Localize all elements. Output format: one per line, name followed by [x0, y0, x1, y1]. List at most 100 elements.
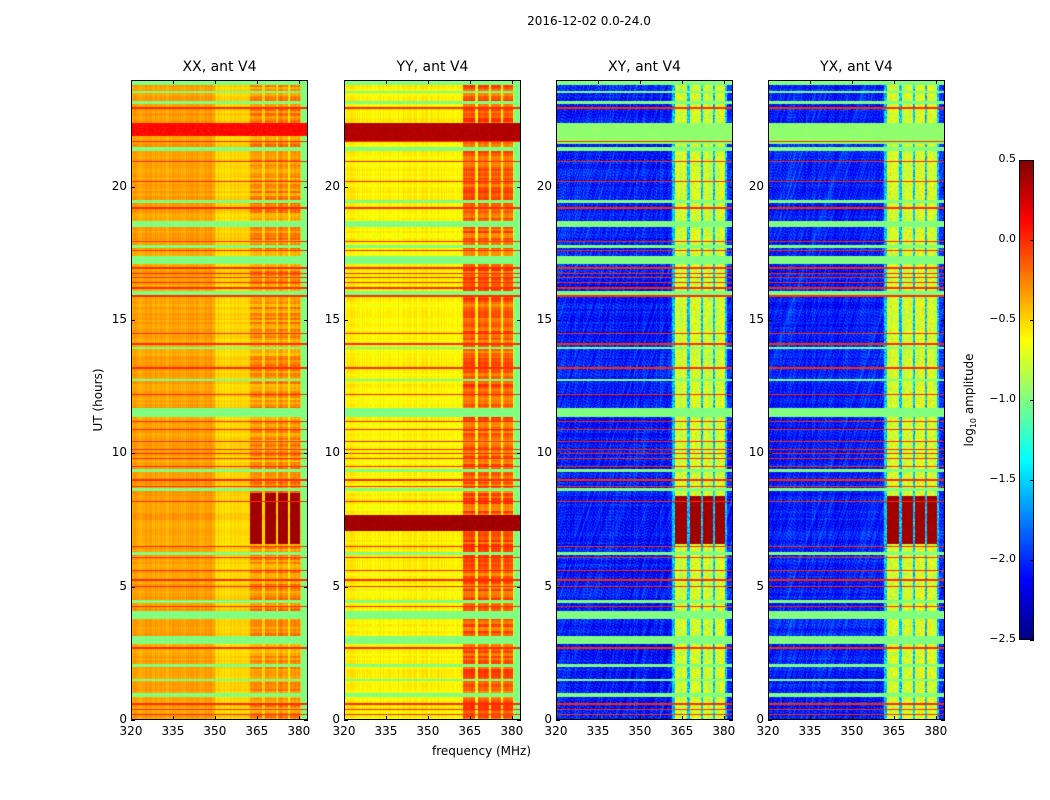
- y-tick-label: 15: [324, 312, 340, 326]
- colorbar-tick-mark: [1030, 400, 1034, 401]
- x-tick-mark: [385, 80, 387, 84]
- axes-frame-0: [131, 80, 308, 720]
- x-tick-label: 320: [756, 724, 780, 738]
- y-tick-mark: [768, 586, 772, 588]
- x-tick-mark: [639, 80, 641, 84]
- panel-title: YY, ant V4: [396, 59, 469, 75]
- x-tick-label: 335: [161, 724, 185, 738]
- colorbar-tick-mark: [1030, 240, 1034, 241]
- y-tick-label: 20: [111, 178, 127, 193]
- x-tick-mark: [172, 80, 174, 84]
- x-tick-label: 320: [332, 724, 356, 738]
- y-tick-mark: [729, 186, 733, 188]
- x-tick-label: 320: [544, 724, 568, 738]
- y-tick-mark: [517, 186, 521, 188]
- x-tick-label: 350: [203, 724, 227, 738]
- y-tick-mark: [768, 186, 772, 188]
- x-tick-mark: [681, 716, 683, 720]
- y-tick-mark: [344, 720, 348, 721]
- x-tick-mark: [935, 716, 937, 720]
- y-tick-mark: [304, 453, 308, 455]
- x-tick-mark: [809, 716, 811, 720]
- x-tick-label: 335: [798, 724, 822, 738]
- colorbar-tick-mark: [1030, 480, 1034, 481]
- x-axis-label: frequency (MHz): [432, 744, 532, 758]
- y-tick-mark: [556, 453, 560, 455]
- y-tick-mark: [131, 320, 135, 321]
- x-tick-mark: [256, 716, 258, 720]
- y-tick-label: 15: [748, 312, 764, 326]
- heatmap-panel-2: [556, 80, 733, 720]
- x-tick-mark: [511, 716, 513, 720]
- y-tick-label: 0: [119, 712, 127, 726]
- y-tick-label: 10: [324, 445, 340, 460]
- heatmap-panel-0: [131, 80, 308, 720]
- colorbar: [1019, 160, 1034, 640]
- x-tick-mark: [597, 80, 599, 84]
- y-tick-label: 0: [756, 712, 764, 726]
- x-tick-mark: [131, 716, 132, 720]
- x-tick-mark: [556, 716, 557, 720]
- x-tick-mark: [723, 716, 725, 720]
- colorbar-tick-label: −2.0: [989, 552, 1016, 565]
- y-tick-mark: [304, 720, 308, 721]
- y-tick-mark: [941, 720, 945, 721]
- y-tick-mark: [131, 720, 135, 721]
- x-tick-mark: [214, 80, 216, 84]
- y-tick-mark: [517, 320, 521, 321]
- x-tick-mark: [385, 716, 387, 720]
- x-tick-label: 380: [924, 724, 948, 738]
- axes-frame-2: [556, 80, 733, 720]
- colorbar-tick-label: 0.0: [998, 232, 1017, 245]
- y-tick-mark: [556, 720, 560, 721]
- x-tick-mark: [298, 80, 300, 84]
- x-tick-label: 380: [500, 724, 524, 738]
- y-tick-mark: [304, 186, 308, 188]
- y-tick-mark: [941, 320, 945, 321]
- y-tick-mark: [941, 186, 945, 188]
- panel-title: YX, ant V4: [820, 59, 893, 75]
- x-tick-mark: [768, 716, 769, 720]
- panel-title: XX, ant V4: [182, 59, 257, 75]
- x-tick-mark: [344, 80, 345, 84]
- x-tick-mark: [469, 80, 471, 84]
- colorbar-tick-label: 0.5: [998, 152, 1017, 165]
- x-tick-label: 350: [840, 724, 864, 738]
- x-tick-mark: [597, 716, 599, 720]
- colorbar-tick-mark: [1030, 320, 1034, 321]
- x-tick-mark: [427, 80, 429, 84]
- y-tick-mark: [344, 586, 348, 588]
- y-tick-mark: [556, 186, 560, 188]
- x-tick-mark: [893, 80, 895, 84]
- x-tick-label: 365: [245, 724, 269, 738]
- colorbar-tick-label: −2.5: [989, 632, 1016, 645]
- y-tick-mark: [517, 720, 521, 721]
- y-tick-mark: [344, 453, 348, 455]
- axes-frame-3: [768, 80, 945, 720]
- y-tick-label: 20: [748, 178, 764, 193]
- y-tick-label: 20: [536, 178, 552, 193]
- x-tick-label: 350: [628, 724, 652, 738]
- y-tick-label: 5: [544, 578, 552, 593]
- y-tick-label: 10: [111, 445, 127, 460]
- y-tick-mark: [768, 720, 772, 721]
- x-tick-label: 335: [586, 724, 610, 738]
- x-tick-label: 320: [119, 724, 143, 738]
- y-tick-mark: [729, 586, 733, 588]
- x-tick-label: 380: [712, 724, 736, 738]
- x-tick-label: 335: [374, 724, 398, 738]
- x-tick-mark: [131, 80, 132, 84]
- x-tick-mark: [809, 80, 811, 84]
- colorbar-tick-label: −1.5: [989, 472, 1016, 485]
- y-tick-label: 5: [119, 578, 127, 593]
- y-tick-mark: [729, 320, 733, 321]
- x-tick-mark: [723, 80, 725, 84]
- x-tick-mark: [935, 80, 937, 84]
- y-tick-label: 15: [111, 312, 127, 326]
- x-tick-mark: [511, 80, 513, 84]
- x-tick-mark: [681, 80, 683, 84]
- x-tick-mark: [172, 716, 174, 720]
- x-tick-mark: [768, 80, 769, 84]
- figure-title: 2016-12-02 0.0-24.0: [527, 14, 651, 28]
